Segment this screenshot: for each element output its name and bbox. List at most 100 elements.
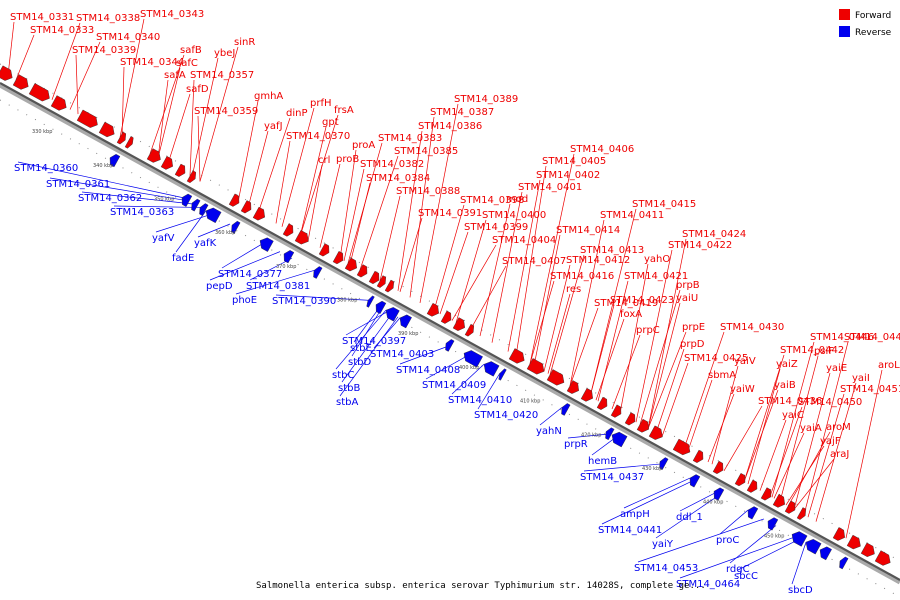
forward-leader-52 — [569, 307, 599, 386]
backbone-line — [0, 82, 900, 581]
forward-leader-81 — [759, 419, 787, 491]
forward-gene-12 — [186, 170, 196, 184]
gene-label-prfh: prfH — [310, 98, 332, 109]
reverse-leader-28 — [623, 477, 691, 509]
gene-label-stm14-0404: STM14_0404 — [492, 235, 556, 246]
gene-label-stm14-0397: STM14_0397 — [342, 336, 406, 347]
forward-leader-2 — [15, 34, 35, 80]
forward-leader-5 — [119, 18, 145, 138]
gene-label-stm14-0453: STM14_0453 — [634, 563, 698, 574]
forward-leader-30 — [379, 195, 401, 281]
forward-gene-30 — [526, 358, 545, 375]
forward-leader-18 — [257, 117, 291, 214]
gene-label-stm14-0415: STM14_0415 — [632, 199, 696, 210]
gene-label-stm14-0377: STM14_0377 — [218, 269, 282, 280]
gene-label-stm14-0430: STM14_0430 — [720, 322, 784, 333]
forward-leader-15 — [197, 115, 201, 182]
gene-label-stm14-0446: STM14_0446 — [810, 332, 874, 343]
gene-label-yaib: yaiB — [774, 380, 796, 391]
gene-label-stm14-0382: STM14_0382 — [360, 159, 424, 170]
gene-label-stm14-0424: STM14_0424 — [682, 229, 746, 240]
forward-leader-60 — [655, 348, 685, 434]
gene-label-yafv: yafV — [152, 233, 175, 244]
gene-label-pepd: pepD — [206, 281, 233, 292]
forward-leader-75 — [779, 355, 819, 502]
legend: Forward Reverse — [839, 9, 892, 38]
reverse-gene-1 — [109, 154, 121, 168]
forward-leader-74 — [803, 341, 849, 516]
gene-label-yaie: yaiE — [826, 363, 847, 374]
forward-leader-55 — [595, 318, 625, 401]
forward-gene-39 — [672, 438, 691, 456]
gene-label-safb: safB — [180, 45, 202, 56]
kbp-tick-340-kbp: 340 kbp — [93, 163, 113, 169]
forward-gene-42 — [734, 473, 746, 487]
reverse-gene-25 — [767, 517, 779, 531]
forward-gene-21 — [356, 264, 368, 278]
forward-leader-54 — [589, 304, 615, 397]
gene-label-stm14-0409: STM14_0409 — [422, 380, 486, 391]
forward-leader-85 — [793, 458, 835, 510]
gene-label-stm14-0401: STM14_0401 — [518, 182, 582, 193]
reverse-gene-3 — [191, 198, 201, 212]
gene-label-stm14-0333: STM14_0333 — [30, 25, 94, 36]
forward-gene-51 — [874, 550, 891, 566]
forward-gene-3 — [28, 83, 50, 102]
forward-leader-58 — [647, 331, 687, 429]
forward-leader-46 — [569, 219, 605, 386]
gene-label-ybej: ybeJ — [214, 48, 235, 59]
gene-label-stbb: stbB — [338, 383, 360, 394]
gene-label-stm14-0425: STM14_0425 — [684, 353, 748, 364]
gene-label-yaiu: yaiU — [676, 293, 698, 304]
kbp-tick-430-kbp: 430 kbp — [642, 466, 662, 472]
forward-leader-69 — [687, 379, 713, 452]
gene-label-stm14-0450: STM14_0450 — [798, 397, 862, 408]
reverse-gene-13 — [399, 314, 412, 329]
reverse-leader-12 — [275, 294, 369, 301]
gene-label-stm14-0357: STM14_0357 — [190, 70, 254, 81]
forward-leader-27 — [343, 168, 365, 262]
gene-label-phoe: phoE — [232, 295, 257, 306]
gene-label-sinr: sinR — [234, 37, 255, 48]
gene-label-safa: safA — [164, 70, 186, 81]
forward-gene-14 — [240, 200, 252, 214]
forward-gene-2 — [12, 74, 29, 90]
forward-leader-34 — [433, 204, 465, 311]
gene-label-stm14-0420: STM14_0420 — [474, 410, 538, 421]
gene-label-amph: ampH — [620, 509, 650, 520]
forward-gene-32 — [566, 380, 579, 394]
forward-leader-78 — [815, 382, 857, 522]
forward-leader-24 — [307, 164, 323, 242]
forward-leader-1 — [7, 21, 15, 76]
forward-leader-33 — [397, 130, 423, 291]
kbp-tick-360-kbp: 360 kbp — [215, 230, 235, 236]
forward-gene-28 — [464, 323, 474, 337]
gene-label-stm14-0381: STM14_0381 — [246, 281, 310, 292]
forward-leader-40 — [529, 153, 575, 364]
forward-leader-22 — [275, 140, 291, 224]
reverse-leader-35 — [679, 536, 797, 579]
gene-label-stm14-0400: STM14_0400 — [482, 210, 546, 221]
gene-label-stm14-0451: STM14_0451 — [840, 384, 900, 395]
gene-label-gmha: gmhA — [254, 91, 283, 102]
forward-leader-36 — [439, 231, 469, 315]
gene-label-arom: aroM — [826, 422, 851, 433]
reverse-gene-11 — [375, 300, 387, 315]
forward-leader-38 — [451, 244, 497, 321]
forward-gene-4 — [50, 95, 67, 111]
gene-label-stm14-0423: STM14_0423 — [610, 295, 674, 306]
forward-gene-44 — [760, 487, 772, 501]
reverse-gene-6 — [231, 220, 241, 234]
gene-label-yafj: yafJ — [264, 121, 283, 132]
reverse-leader-11 — [235, 270, 315, 295]
gene-label-stm14-0421: STM14_0421 — [624, 271, 688, 282]
forward-gene-41 — [712, 460, 724, 475]
gene-label-stm14-0339: STM14_0339 — [72, 45, 136, 56]
forward-leader-47 — [533, 234, 561, 366]
legend-forward-swatch — [839, 9, 850, 20]
reverse-gene-14 — [445, 339, 455, 352]
gene-label-stm14-0413: STM14_0413 — [580, 245, 644, 256]
reverse-leader-2 — [49, 177, 189, 202]
gene-label-stm14-0389: STM14_0389 — [454, 94, 518, 105]
